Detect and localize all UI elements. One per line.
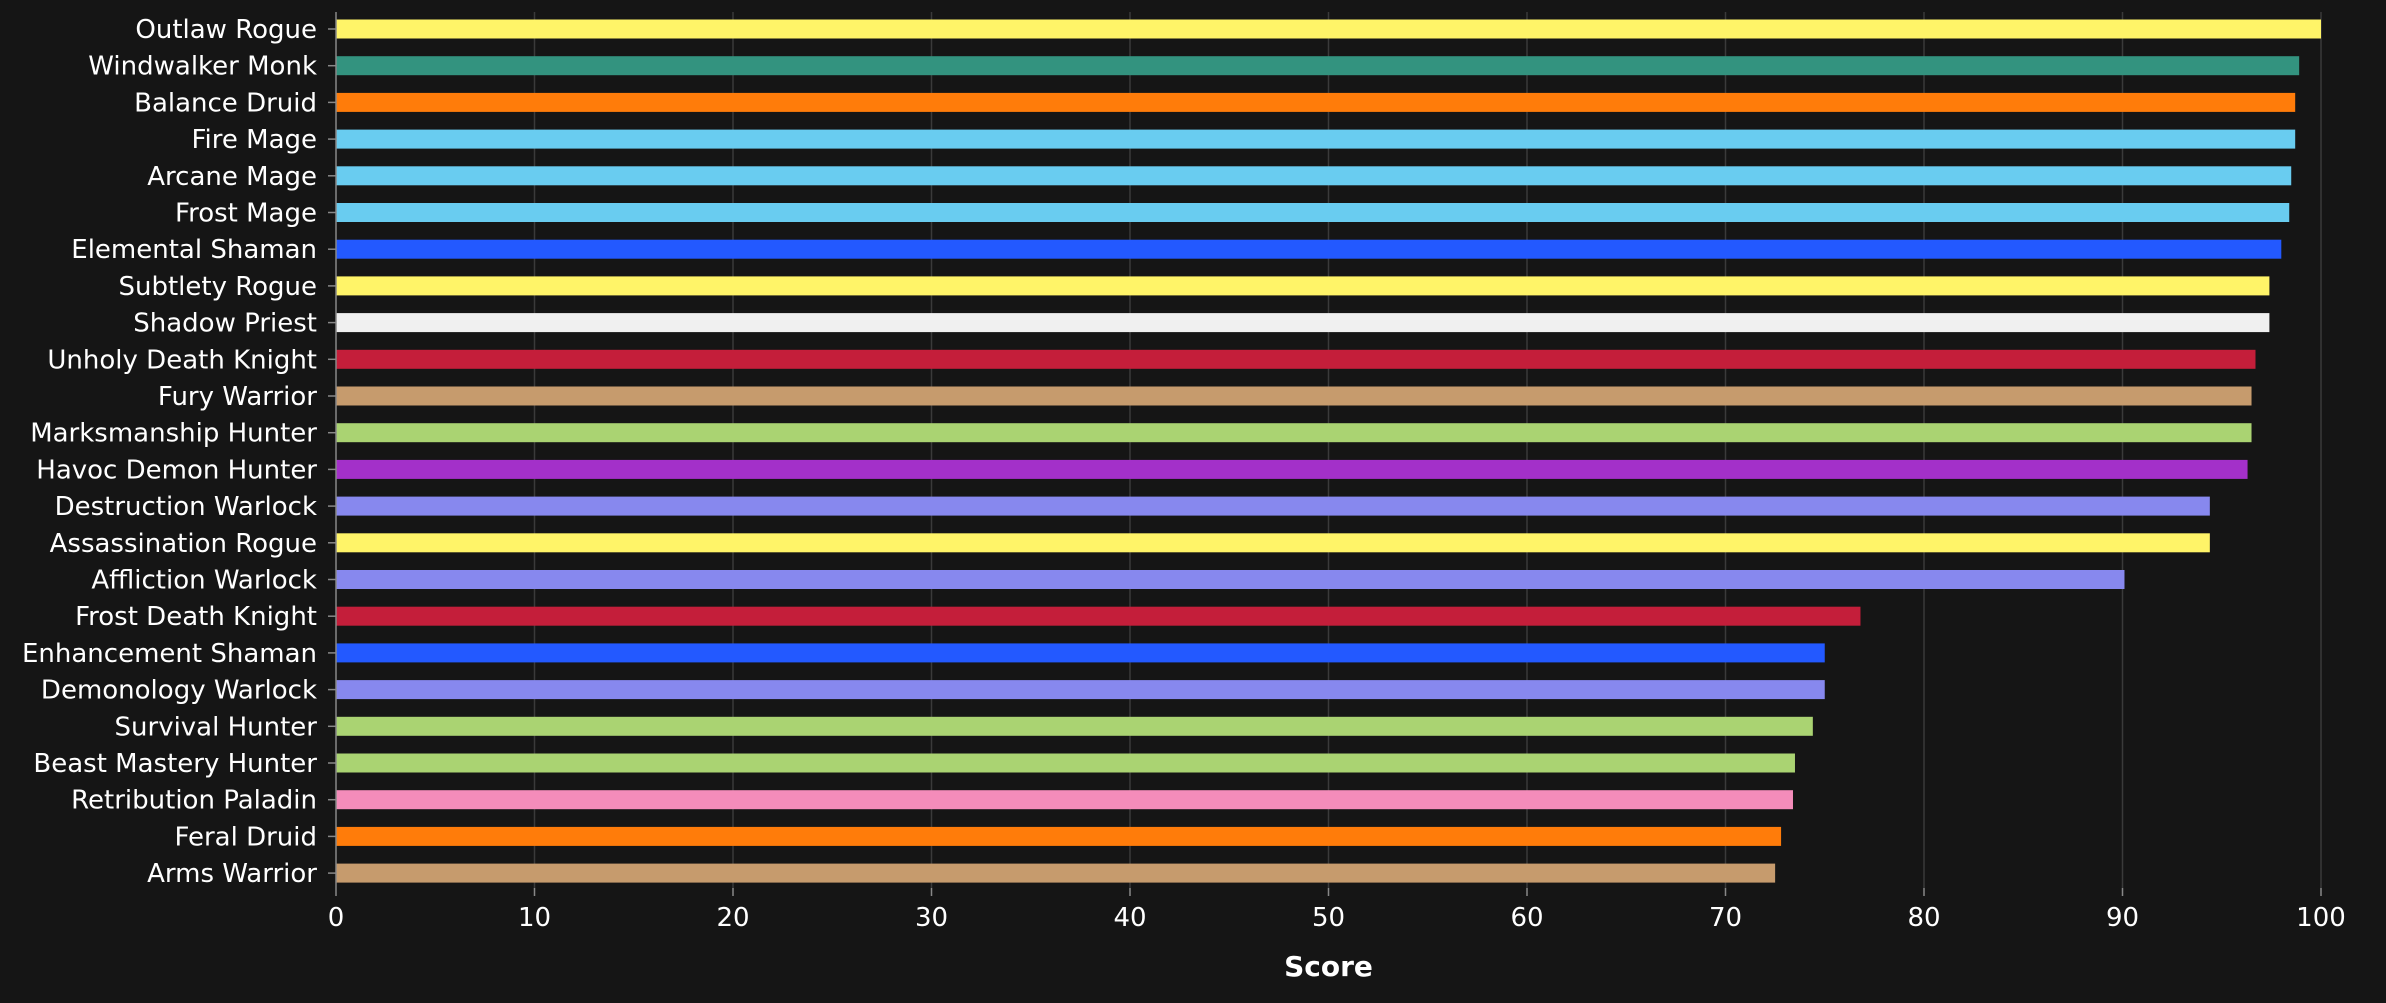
category-label: Fire Mage (191, 125, 317, 155)
category-label: Enhancement Shaman (22, 639, 317, 669)
category-label: Feral Druid (174, 822, 317, 852)
bar (336, 349, 2256, 369)
category-label: Retribution Paladin (71, 786, 317, 816)
x-tick-label: 90 (2106, 903, 2139, 933)
bar (336, 863, 1776, 883)
bar (336, 92, 2296, 112)
bar (336, 276, 2270, 296)
category-label: Frost Mage (175, 199, 317, 229)
x-tick-label: 60 (1510, 903, 1543, 933)
bar (336, 129, 2296, 149)
bar (336, 533, 2210, 553)
bar (336, 459, 2248, 479)
category-label: Windwalker Monk (88, 52, 317, 82)
category-label: Survival Hunter (115, 712, 318, 742)
bar (336, 166, 2292, 186)
x-tick-label: 20 (716, 903, 749, 933)
bar (336, 203, 2290, 222)
category-labels: Outlaw Rogue Windwalker Monk Balance Druid… (22, 15, 317, 889)
category-label: Beast Mastery Hunter (33, 749, 317, 779)
x-tick-label: 70 (1709, 903, 1742, 933)
category-label: Havoc Demon Hunter (36, 455, 317, 485)
x-tick-label: 40 (1113, 903, 1146, 933)
bar (336, 313, 2270, 333)
category-label: Assassination Rogue (50, 529, 317, 559)
x-tick-label: 30 (915, 903, 948, 933)
bar (336, 826, 1782, 846)
category-label: Marksmanship Hunter (30, 419, 317, 449)
category-label: Elemental Shaman (71, 235, 317, 265)
category-label: Shadow Priest (133, 309, 317, 339)
bar (336, 496, 2210, 516)
bar (336, 239, 2282, 259)
category-label: Arcane Mage (147, 162, 317, 192)
category-label: Arms Warrior (147, 859, 317, 889)
bars (336, 19, 2321, 883)
category-label: Outlaw Rogue (135, 15, 317, 45)
bar (336, 19, 2321, 39)
category-label: Subtlety Rogue (118, 272, 317, 302)
x-tick-label: 50 (1312, 903, 1345, 933)
category-label: Fury Warrior (158, 382, 317, 412)
category-label: Affliction Warlock (91, 566, 317, 596)
category-label: Destruction Warlock (55, 492, 317, 522)
bar (336, 790, 1793, 810)
x-tick-label: 100 (2296, 903, 2346, 933)
bar (336, 643, 1825, 663)
x-tick-labels: 0 10 20 30 40 50 60 70 80 90 100 (328, 903, 2346, 933)
bar (336, 423, 2252, 443)
axes (328, 12, 2322, 896)
category-label: Demonology Warlock (41, 676, 317, 706)
bar (336, 753, 1795, 773)
x-tick-label: 0 (328, 903, 345, 933)
x-tick-label: 80 (1907, 903, 1940, 933)
category-label: Balance Druid (134, 88, 317, 118)
bar (336, 570, 2125, 589)
bar (336, 716, 1813, 736)
category-label: Frost Death Knight (75, 602, 317, 632)
bar (336, 606, 1861, 626)
x-tick-label: 10 (518, 903, 551, 933)
category-label: Unholy Death Knight (47, 345, 317, 375)
grid-lines (533, 12, 2322, 888)
x-axis-title: Score (1284, 950, 1373, 983)
bar (336, 680, 1825, 700)
bar (336, 56, 2300, 76)
bar (336, 386, 2252, 406)
